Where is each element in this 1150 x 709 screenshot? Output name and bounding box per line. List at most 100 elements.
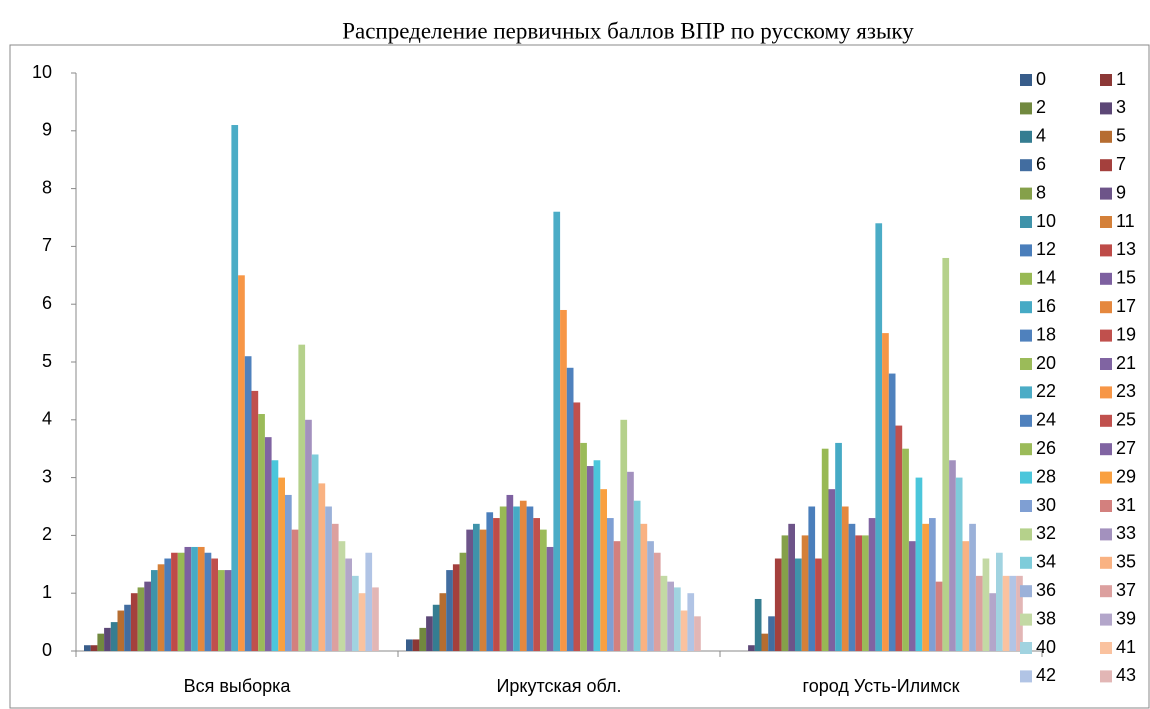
bar xyxy=(446,570,453,651)
bar xyxy=(231,125,239,651)
bar xyxy=(1009,575,1017,651)
bar xyxy=(144,581,151,651)
y-tick-label: 8 xyxy=(42,177,52,197)
legend-label: 35 xyxy=(1116,552,1136,572)
legend-label: 14 xyxy=(1036,268,1056,288)
legend-swatch xyxy=(1100,386,1112,399)
bar xyxy=(513,506,520,651)
bar xyxy=(459,552,467,651)
legend-label: 4 xyxy=(1036,126,1046,146)
legend-swatch xyxy=(1100,358,1112,370)
legend-swatch xyxy=(1020,556,1032,569)
legend-label: 32 xyxy=(1036,523,1056,543)
bar xyxy=(486,512,494,651)
bar xyxy=(600,489,607,651)
bar xyxy=(680,610,688,651)
bar xyxy=(667,581,674,651)
bar xyxy=(426,616,433,651)
legend-swatch xyxy=(1100,528,1112,541)
legend-label: 25 xyxy=(1116,410,1136,430)
bar xyxy=(271,460,279,651)
legend-swatch xyxy=(1020,443,1032,456)
legend-label: 39 xyxy=(1116,608,1136,628)
legend-swatch xyxy=(1020,613,1032,626)
bar xyxy=(674,587,681,651)
bar xyxy=(526,506,534,651)
bar xyxy=(104,627,111,651)
bar xyxy=(325,506,332,651)
bar xyxy=(553,211,561,651)
legend-label: 9 xyxy=(1116,182,1126,202)
legend-swatch xyxy=(1020,329,1032,342)
legend-swatch xyxy=(1100,556,1112,569)
bar xyxy=(982,558,990,651)
y-tick-label: 3 xyxy=(42,466,52,486)
bar xyxy=(110,622,118,651)
bar xyxy=(761,633,769,651)
bar xyxy=(197,546,205,651)
bar xyxy=(694,616,701,651)
bar xyxy=(157,564,165,651)
bar xyxy=(828,489,836,651)
bar xyxy=(506,494,514,651)
bar xyxy=(560,309,567,651)
bar xyxy=(848,523,856,651)
legend-swatch xyxy=(1100,613,1112,626)
legend-swatch xyxy=(1020,500,1032,512)
legend-label: 23 xyxy=(1116,381,1136,401)
y-tick-label: 1 xyxy=(42,582,52,602)
bar xyxy=(124,604,131,651)
legend-label: 18 xyxy=(1036,324,1056,344)
legend-label: 11 xyxy=(1116,211,1135,231)
chart-frame xyxy=(9,44,1150,709)
legend-label: 31 xyxy=(1116,495,1136,515)
legend-swatch xyxy=(1020,130,1032,143)
bar xyxy=(929,518,936,651)
legend-swatch xyxy=(1100,414,1112,427)
bar xyxy=(875,223,883,651)
bar xyxy=(593,460,601,651)
legend-swatch xyxy=(1020,642,1032,654)
bar xyxy=(627,471,634,651)
bar xyxy=(499,506,507,651)
bar xyxy=(781,535,789,651)
legend-label: 15 xyxy=(1116,268,1136,288)
legend-swatch xyxy=(1020,74,1032,86)
legend-label: 13 xyxy=(1116,239,1136,259)
legend-swatch xyxy=(1020,159,1032,172)
legend-swatch xyxy=(1020,358,1032,370)
bar xyxy=(90,645,98,651)
legend-label: 0 xyxy=(1036,69,1046,89)
bar xyxy=(996,552,1003,651)
bar xyxy=(479,529,487,651)
legend-swatch xyxy=(1100,272,1112,285)
bar xyxy=(177,552,185,651)
bar xyxy=(955,477,963,651)
legend-swatch xyxy=(1020,301,1032,314)
bar xyxy=(815,558,822,651)
x-tick-label: Иркутская обл. xyxy=(496,676,621,696)
y-tick-label: 10 xyxy=(32,62,52,82)
bar xyxy=(795,558,802,651)
y-tick-label: 9 xyxy=(42,120,52,140)
bar xyxy=(862,535,869,651)
bar xyxy=(821,448,829,651)
bar xyxy=(647,541,654,651)
legend-label: 17 xyxy=(1116,296,1136,316)
bar xyxy=(191,546,198,651)
bar xyxy=(855,535,862,651)
bar xyxy=(291,529,299,651)
bar xyxy=(244,356,252,651)
legend-label: 1 xyxy=(1116,69,1126,89)
legend-label: 34 xyxy=(1036,552,1056,572)
bar xyxy=(372,587,379,651)
legend-label: 19 xyxy=(1116,324,1136,344)
bar xyxy=(298,344,306,651)
legend-label: 27 xyxy=(1116,438,1136,458)
legend-label: 28 xyxy=(1036,466,1056,486)
x-tick-label: Вся выборка xyxy=(184,676,292,696)
bar xyxy=(942,257,950,651)
bar xyxy=(130,593,138,651)
bar xyxy=(84,645,91,651)
legend-swatch xyxy=(1020,244,1032,257)
